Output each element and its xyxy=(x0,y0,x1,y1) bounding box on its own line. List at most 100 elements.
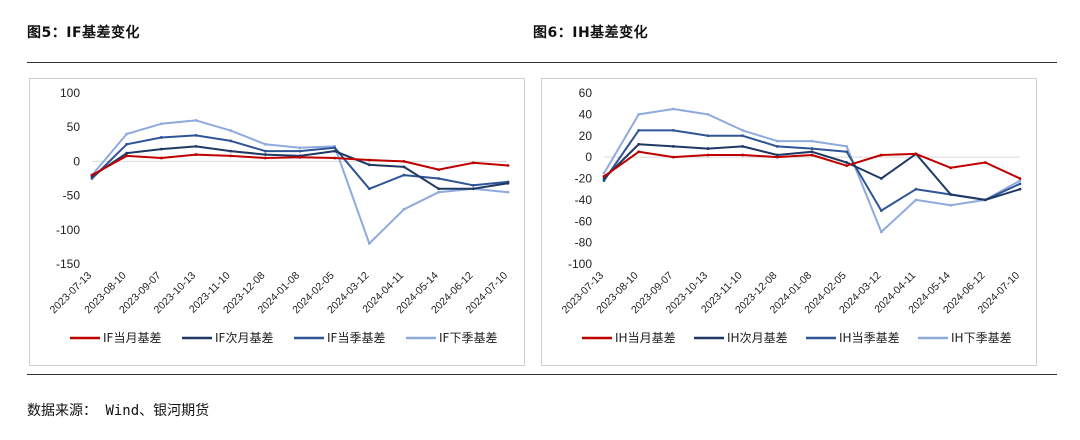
data-point xyxy=(298,146,302,150)
data-point xyxy=(194,118,198,122)
y-tick-label: 40 xyxy=(579,107,593,121)
data-point xyxy=(810,147,814,150)
data-point xyxy=(90,173,94,177)
data-point xyxy=(437,177,441,180)
y-tick-label: -40 xyxy=(575,193,593,207)
data-point xyxy=(229,129,233,133)
data-point xyxy=(810,139,814,143)
top-rule xyxy=(27,62,1057,63)
data-point xyxy=(1018,177,1022,180)
source-label: 数据来源： xyxy=(27,403,97,419)
data-point xyxy=(506,190,510,194)
data-point xyxy=(1018,187,1022,191)
data-point xyxy=(775,155,779,159)
data-point xyxy=(706,134,710,138)
data-point xyxy=(879,153,883,157)
data-point xyxy=(402,165,406,169)
data-point xyxy=(402,160,406,163)
data-point xyxy=(706,112,710,116)
data-point xyxy=(914,198,918,202)
data-point xyxy=(229,149,233,153)
data-point xyxy=(437,187,441,191)
data-point xyxy=(602,171,606,175)
data-point xyxy=(194,153,198,156)
legend-label: IF当月基差 xyxy=(103,331,161,345)
y-tick-label: 0 xyxy=(585,150,592,164)
legend-label: IH下季基差 xyxy=(951,331,1012,345)
data-point xyxy=(367,158,371,162)
data-point xyxy=(159,156,163,160)
data-point xyxy=(983,161,987,164)
data-point xyxy=(741,129,745,132)
legend-label: IF次月基差 xyxy=(215,331,273,345)
data-point xyxy=(471,183,475,187)
data-point xyxy=(1018,179,1022,183)
figure-6-title: 图6：IH基差变化 xyxy=(533,25,649,41)
data-point xyxy=(402,173,406,177)
data-point xyxy=(879,230,883,234)
legend-label: IF下季基差 xyxy=(439,331,497,345)
data-point xyxy=(845,145,849,148)
data-point xyxy=(706,153,710,157)
data-point xyxy=(775,153,779,157)
data-point xyxy=(1018,182,1022,186)
data-point xyxy=(125,132,129,136)
y-tick-label: -80 xyxy=(575,236,593,250)
data-point xyxy=(949,193,953,196)
data-point xyxy=(471,187,475,191)
data-point xyxy=(671,155,675,159)
data-point xyxy=(914,152,918,156)
figure-5-title: 图5：IF基差变化 xyxy=(27,25,141,41)
data-point xyxy=(741,145,745,148)
legend-label: IH次月基差 xyxy=(727,331,788,345)
y-tick-label: 100 xyxy=(60,86,80,100)
y-tick-label: -60 xyxy=(575,214,593,228)
data-point xyxy=(367,242,371,245)
data-point xyxy=(637,129,641,132)
data-point xyxy=(229,154,233,158)
data-point xyxy=(367,187,371,191)
data-point xyxy=(602,177,606,180)
data-point xyxy=(298,155,302,159)
data-point xyxy=(90,177,94,180)
data-point xyxy=(810,150,814,154)
data-point xyxy=(194,134,198,137)
bottom-rule xyxy=(27,374,1057,375)
data-point xyxy=(671,129,675,132)
series-line-3 xyxy=(603,108,1021,233)
data-point xyxy=(845,164,849,168)
data-point xyxy=(159,122,163,126)
y-tick-label: 20 xyxy=(579,129,593,143)
data-point xyxy=(263,142,267,146)
y-tick-label: 50 xyxy=(67,120,81,134)
data-point xyxy=(706,147,710,150)
data-point xyxy=(983,198,987,202)
data-point xyxy=(125,154,129,158)
ih-basis-chart: 6040200-20-40-60-80-1002023-07-132023-08… xyxy=(560,86,1023,345)
source-value: Wind、银河期货 xyxy=(105,403,210,419)
data-point xyxy=(194,144,198,148)
data-point xyxy=(671,145,675,148)
data-point xyxy=(437,190,441,194)
if-basis-chart-panel: 100 50 0 -50 -100 -150 2023-07-13 2023-08-10 202… xyxy=(29,78,525,366)
data-point xyxy=(810,153,814,157)
data-point xyxy=(263,156,267,160)
data-point xyxy=(741,134,745,138)
data-point xyxy=(879,209,883,212)
ih-basis-chart-panel: 60 40 20 0 -20 -40 -60 -80 -100 2023-07-13 2023-08… xyxy=(541,78,1037,366)
y-tick-label: -100 xyxy=(568,257,592,271)
data-point xyxy=(845,150,849,154)
data-point xyxy=(263,149,267,153)
data-point xyxy=(637,142,641,146)
data-point xyxy=(506,181,510,185)
data-point xyxy=(298,149,302,153)
data-point xyxy=(125,151,129,155)
y-tick-label: 60 xyxy=(579,86,593,100)
data-point xyxy=(263,153,267,156)
data-point xyxy=(637,112,641,116)
legend-label: IH当月基差 xyxy=(615,331,676,345)
data-point xyxy=(741,153,745,157)
data-point xyxy=(602,179,606,183)
data-point xyxy=(671,107,675,111)
data-point xyxy=(879,177,883,180)
